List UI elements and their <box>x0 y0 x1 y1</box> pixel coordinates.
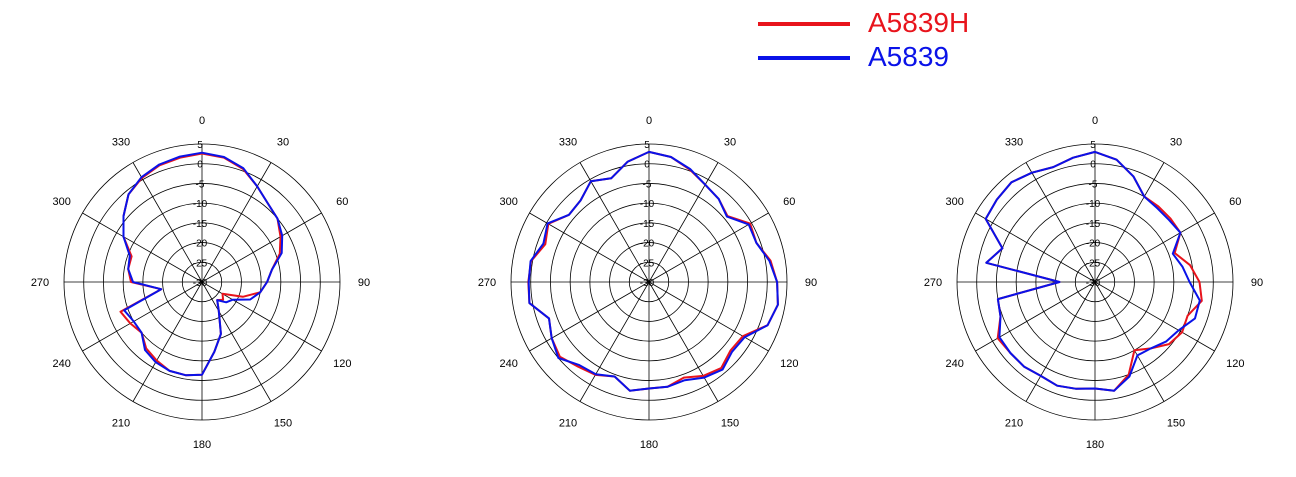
radial-tick-label: 0 <box>1090 160 1096 171</box>
angle-tick-label: 270 <box>924 277 942 289</box>
grid-spoke <box>1094 162 1165 283</box>
radial-tick-label: -5 <box>643 179 652 190</box>
angle-tick-label: 0 <box>199 115 205 127</box>
grid-spoke <box>132 281 203 402</box>
grid-spoke <box>975 212 1096 283</box>
radial-tick-label: -25 <box>640 258 655 269</box>
legend: A5839H A5839 <box>756 6 1016 72</box>
radial-tick-label: -5 <box>196 179 205 190</box>
grid-spoke <box>201 281 272 402</box>
angle-tick-label: 30 <box>277 137 289 149</box>
angle-tick-label: 240 <box>53 358 71 370</box>
angle-tick-label: 300 <box>946 196 964 208</box>
angle-tick-label: 210 <box>1005 417 1023 429</box>
grid-spoke <box>132 162 203 283</box>
angle-tick-label: 270 <box>31 277 49 289</box>
legend-item-a5839: A5839 <box>756 41 1016 72</box>
legend-item-a5839h: A5839H <box>756 7 1016 38</box>
polar-chart-svg: 0 30 60 90 120 150 180 210 240 270 300 330 5 0 -5 -10 -1… <box>31 115 370 451</box>
grid-spoke <box>529 281 650 352</box>
grid-spoke <box>1025 281 1096 402</box>
angle-tick-label: 30 <box>724 137 736 149</box>
angle-tick-label: 330 <box>112 137 130 149</box>
radial-tick-label: -30 <box>193 278 208 289</box>
radial-tick-label: -30 <box>640 278 655 289</box>
polar-chart-2: 0 30 60 90 120 150 180 210 240 270 300 330 5 0 -5 -10 -1… <box>459 88 839 472</box>
angle-tick-label: 270 <box>478 277 496 289</box>
angle-tick-label: 180 <box>640 439 658 451</box>
grid-spoke <box>1094 281 1165 402</box>
radial-tick-label: -5 <box>1089 179 1098 190</box>
angle-tick-label: 330 <box>1005 137 1023 149</box>
grid-spoke <box>1025 162 1096 283</box>
legend-swatch <box>758 22 850 26</box>
polar-chart-3: 0 30 60 90 120 150 180 210 240 270 300 330 5 0 -5 -10 -1… <box>905 88 1285 472</box>
angle-tick-label: 150 <box>274 417 292 429</box>
radial-tick-label: -15 <box>640 219 655 230</box>
polar-chart-svg: 0 30 60 90 120 150 180 210 240 270 300 330 5 0 -5 -10 -1… <box>924 115 1263 451</box>
radial-tick-label: -15 <box>1086 219 1101 230</box>
angle-tick-label: 120 <box>780 358 798 370</box>
radial-tick-label: 5 <box>644 140 650 151</box>
angle-tick-label: 0 <box>646 115 652 127</box>
radial-tick-label: -20 <box>193 239 208 250</box>
angle-tick-label: 30 <box>1170 137 1182 149</box>
angle-tick-label: 240 <box>500 358 518 370</box>
angle-tick-label: 90 <box>358 277 370 289</box>
radial-tick-label: 0 <box>197 160 203 171</box>
series-line-a5839 <box>527 150 779 392</box>
radial-tick-label: 5 <box>197 140 203 151</box>
radial-tick-label: -25 <box>193 258 208 269</box>
angle-tick-label: 150 <box>721 417 739 429</box>
angle-tick-label: 330 <box>559 137 577 149</box>
angle-tick-label: 300 <box>53 196 71 208</box>
grid-spoke <box>201 212 322 283</box>
grid-spoke <box>82 212 203 283</box>
angle-tick-label: 210 <box>112 417 130 429</box>
polar-chart-svg: 0 30 60 90 120 150 180 210 240 270 300 330 5 0 -5 -10 -1… <box>478 115 817 451</box>
angle-tick-label: 240 <box>946 358 964 370</box>
angle-tick-label: 180 <box>1086 439 1104 451</box>
angle-tick-label: 300 <box>500 196 518 208</box>
radial-tick-label: -20 <box>1086 239 1101 250</box>
legend-label: A5839H <box>868 7 970 38</box>
angle-tick-label: 90 <box>805 277 817 289</box>
angle-tick-label: 210 <box>559 417 577 429</box>
radial-tick-label: -30 <box>1086 278 1101 289</box>
grid-spoke <box>648 281 719 402</box>
angle-tick-label: 150 <box>1167 417 1185 429</box>
radial-tick-label: -10 <box>640 199 655 210</box>
grid-spoke <box>201 162 272 283</box>
angle-tick-label: 180 <box>193 439 211 451</box>
legend-label: A5839 <box>868 41 949 72</box>
grid-spoke <box>975 281 1096 352</box>
series-line-a5839 <box>122 151 284 377</box>
grid-spoke <box>1094 281 1215 352</box>
angle-tick-label: 60 <box>1229 196 1241 208</box>
angle-tick-label: 120 <box>1226 358 1244 370</box>
angle-tick-label: 0 <box>1092 115 1098 127</box>
radial-tick-label: -10 <box>193 199 208 210</box>
radial-tick-label: -10 <box>1086 199 1101 210</box>
polar-chart-1: 0 30 60 90 120 150 180 210 240 270 300 330 5 0 -5 -10 -1… <box>12 88 392 472</box>
grid-spoke <box>648 162 719 283</box>
grid-spoke <box>648 281 769 352</box>
grid-spoke <box>579 281 650 402</box>
angle-tick-label: 90 <box>1251 277 1263 289</box>
legend-swatch <box>758 56 850 60</box>
radial-tick-label: -25 <box>1086 258 1101 269</box>
angle-tick-label: 60 <box>336 196 348 208</box>
angle-tick-label: 60 <box>783 196 795 208</box>
radial-tick-label: 0 <box>644 160 650 171</box>
grid-spoke <box>579 162 650 283</box>
radial-tick-label: 5 <box>1090 140 1096 151</box>
grid-spoke <box>529 212 650 283</box>
series-line-a5839h <box>527 150 779 392</box>
radial-tick-label: -20 <box>640 239 655 250</box>
grid-spoke <box>82 281 203 352</box>
series-line-a5839 <box>984 150 1201 392</box>
angle-tick-label: 120 <box>333 358 351 370</box>
grid-spoke <box>1094 212 1215 283</box>
radial-tick-label: -15 <box>193 219 208 230</box>
